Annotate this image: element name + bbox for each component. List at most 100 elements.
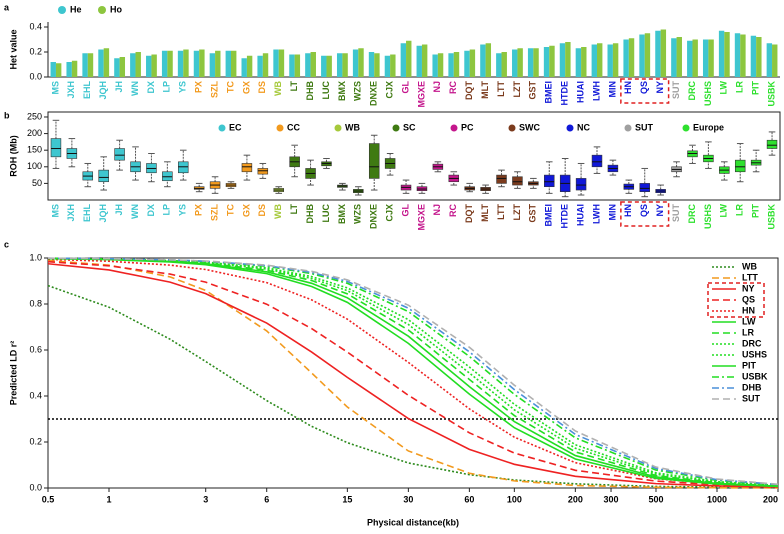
bar (607, 44, 613, 77)
x-tick-label: LR (735, 81, 745, 93)
bar (400, 43, 407, 77)
bar (533, 48, 539, 77)
x-tick-label: 6 (264, 494, 269, 504)
x-tick-label: LZT (512, 204, 522, 221)
plot-frame (47, 257, 779, 489)
bar (87, 53, 94, 77)
bar (628, 38, 635, 77)
bar (464, 50, 470, 77)
box (734, 159, 746, 173)
x-tick-label: 500 (648, 494, 663, 504)
y-tick-label: 0.6 (29, 344, 42, 354)
y-tick-label: 0.8 (29, 298, 42, 308)
highlight-box (707, 282, 765, 318)
legend-label: DHB (742, 382, 762, 392)
x-tick-label: WZS (353, 81, 363, 101)
x-tick-label: 200 (763, 494, 778, 504)
box (591, 154, 603, 168)
x-tick-label: 30 (403, 494, 413, 504)
bar (718, 30, 725, 77)
bar (708, 39, 714, 77)
x-tick-label: GL (400, 203, 410, 216)
box (575, 178, 587, 191)
x-tick-label: HTDE (560, 81, 570, 106)
x-tick-label: YS (178, 81, 188, 93)
x-tick-label: 15 (342, 494, 352, 504)
x-tick-label: USHS (703, 204, 713, 229)
x-tick-label: YS (178, 204, 188, 216)
legend-label: WB (345, 122, 360, 132)
line-series (47, 257, 779, 486)
x-tick-label: WZS (353, 204, 363, 224)
bar (151, 54, 157, 77)
x-tick-label: LWH (591, 204, 601, 224)
legend-label: EC (229, 122, 242, 132)
bar (246, 55, 253, 77)
bar (772, 44, 778, 77)
bar (167, 50, 173, 77)
bar (543, 47, 550, 77)
box (544, 174, 555, 188)
bar (756, 37, 762, 77)
x-tick-label: LZT (512, 81, 522, 98)
box (98, 169, 109, 183)
bar (448, 53, 454, 77)
bar (119, 57, 126, 77)
bar (671, 38, 677, 77)
x-tick-label: USBK (766, 204, 776, 230)
bar (660, 29, 667, 77)
bar (66, 62, 72, 77)
box (114, 148, 125, 161)
x-tick-label: SZL (209, 80, 219, 98)
x-tick-label: NY (655, 81, 665, 94)
x-tick-label: 0.5 (42, 494, 55, 504)
x-tick-label: LUC (321, 204, 331, 223)
line-series (47, 257, 779, 487)
bar (612, 43, 619, 77)
x-tick-label: LW (719, 203, 729, 217)
bar (374, 53, 380, 77)
bar (305, 53, 311, 77)
bar (98, 49, 104, 77)
x-tick-label: CJX (385, 204, 395, 222)
legend-label: LW (742, 316, 756, 326)
x-tick-label: DS (257, 81, 267, 94)
x-tick-label: SUT (671, 80, 681, 99)
bar (50, 62, 56, 77)
panel-label: c (4, 239, 9, 249)
legend-marker (450, 124, 458, 132)
bar (103, 48, 110, 77)
x-tick-label: DX (146, 81, 156, 94)
bar (453, 52, 460, 77)
panel-label: b (4, 110, 10, 120)
legend-marker (276, 124, 284, 132)
bar (485, 43, 492, 77)
x-tick-label: 1 (106, 494, 111, 504)
legend-marker (392, 124, 400, 132)
box (496, 174, 507, 184)
x-tick-label: PX (194, 81, 204, 93)
bar (597, 43, 603, 77)
bar (639, 34, 645, 77)
bar (336, 53, 343, 77)
legend-label: Europe (693, 122, 724, 132)
y-tick-label: 0.2 (29, 436, 42, 446)
x-tick-label: EHL (82, 203, 92, 222)
x-tick-label: JXH (66, 81, 76, 99)
x-tick-label: QS (639, 81, 649, 94)
x-tick-label: LP (162, 81, 172, 93)
x-tick-label: JH (114, 81, 124, 93)
highlight-box (620, 78, 670, 104)
box (639, 183, 650, 192)
x-tick-label: DS (257, 204, 267, 217)
bar (766, 43, 773, 77)
x-tick-label: USHS (703, 81, 713, 106)
x-tick-label: SUT (671, 203, 681, 222)
x-tick-label: TC (225, 81, 235, 93)
x-tick-label: DNXE (369, 204, 379, 229)
legend-label: He (70, 4, 82, 14)
panel-label: a (4, 2, 10, 12)
legend-marker (58, 6, 66, 14)
legend-label: Ho (110, 4, 122, 14)
